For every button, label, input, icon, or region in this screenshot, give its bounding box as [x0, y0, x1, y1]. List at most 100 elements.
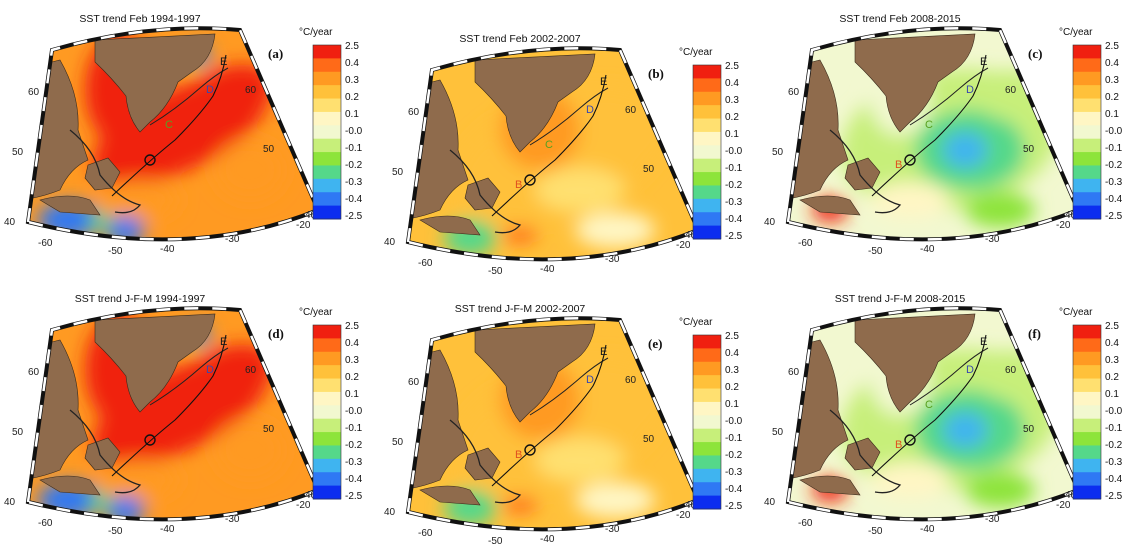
colorbar-segment [1073, 45, 1101, 59]
map-panel-svg: SST trend J-F-M 2008-2015 (f) E D C B 60 50 40 60… [764, 293, 1123, 537]
map-panel-svg: SST trend J-F-M 2002-2007 (e) E D B 60 50 40 60 5… [384, 303, 743, 547]
lat-label-right: 50 [263, 144, 275, 155]
panel-label: (e) [648, 336, 662, 351]
colorbar-segment [1073, 125, 1101, 140]
colorbar-tick-label: -0.0 [725, 416, 743, 427]
bathymetry-contour [529, 357, 609, 416]
sst-field [788, 28, 1078, 240]
lat-label-left: 60 [28, 87, 40, 98]
colorbar-segment [313, 472, 341, 487]
lat-label-left: 40 [4, 497, 16, 508]
sst-anomaly-patch [88, 494, 112, 510]
seamount-contour [524, 444, 536, 456]
colorbar-segment [693, 348, 721, 363]
lon-label: -60 [418, 258, 433, 269]
lon-label: -40 [160, 244, 175, 255]
colorbar-unit-label: °C/year [679, 317, 713, 328]
colorbar-segment [313, 165, 341, 180]
lon-label: -40 [920, 244, 935, 255]
panel-label: (b) [648, 66, 664, 81]
sst-anomaly-patch [100, 180, 180, 220]
section-label-d: D [966, 364, 974, 376]
lon-label: -20 [296, 220, 311, 231]
section-label-c: C [925, 119, 933, 131]
lon-label: -60 [38, 518, 53, 529]
lon-label: -30 [605, 254, 620, 265]
colorbar-tick-label: 0.2 [725, 382, 739, 393]
colorbar-outline [692, 64, 722, 240]
colorbar-tick-label: 0.1 [345, 109, 359, 120]
colorbar-segment [1073, 391, 1101, 406]
lon-label: -50 [108, 246, 123, 257]
colorbar-tick-label: 0.2 [345, 92, 359, 103]
colorbar-tick-label: 2.5 [725, 61, 739, 72]
colorbar-segment [693, 172, 721, 186]
map-panel-4: SST trend J-F-M 1994-1997 (d) D E 60 50 40 60 50… [0, 280, 372, 542]
colorbar-tick-label: 2.5 [1105, 41, 1119, 52]
colorbar-segment [693, 455, 721, 470]
colorbar-segment [1073, 445, 1101, 460]
section-label-b: B [515, 449, 522, 461]
lat-label-left: 60 [788, 87, 800, 98]
panel-label: (c) [1028, 46, 1042, 61]
lon-label: -60 [38, 238, 53, 249]
panel-title: SST trend Feb 2008-2015 [839, 13, 960, 25]
lon-label: -20 [676, 510, 691, 521]
panel-title: SST trend J-F-M 1994-1997 [75, 293, 206, 305]
section-label-e: E [220, 56, 227, 68]
map-panel-3: SST trend Feb 2008-2015 (c) E D C B 60 50 40 60 50… [760, 0, 1132, 262]
lon-label: -50 [868, 526, 883, 537]
lat-label-right: 40 [685, 500, 697, 511]
map-panel-svg: SST trend Feb 1994-1997 (a) D E C 60 50 40 60 50 4… [4, 13, 363, 257]
colorbar-tick-label: -0.3 [345, 457, 363, 468]
sst-anomaly-patch [502, 497, 538, 513]
lon-label: -40 [540, 264, 555, 275]
lon-label: -40 [540, 534, 555, 545]
colorbar-segment [693, 212, 721, 227]
section-label-d: D [586, 104, 594, 116]
colorbar-segment [1073, 365, 1101, 380]
section-line [871, 54, 987, 197]
colorbar-tick-label: 0.2 [725, 112, 739, 123]
colorbar-tick-label: -0.4 [725, 214, 743, 225]
sst-anomaly-patch [215, 140, 285, 200]
colorbar-segment [693, 225, 721, 240]
section-label-e: E [980, 56, 987, 68]
sst-anomaly-patch [943, 132, 987, 168]
colorbar-outline [692, 334, 722, 510]
section-line [491, 344, 607, 487]
map-panel-1: SST trend Feb 1994-1997 (a) D E C 60 50 40 60 50 4… [0, 0, 372, 262]
colorbar-tick-label: 0.3 [725, 95, 739, 106]
colorbar-segment [1073, 338, 1101, 353]
colorbar-tick-label: -0.0 [1105, 406, 1123, 417]
colorbar-tick-label: -0.4 [1105, 474, 1123, 485]
lat-label-right: 50 [643, 434, 655, 445]
colorbar-tick-label: 0.3 [1105, 355, 1119, 366]
section-label-d: D [206, 364, 214, 376]
lon-label: -30 [985, 234, 1000, 245]
colorbar-tick-label: -0.0 [345, 126, 363, 137]
colorbar-segment [1073, 192, 1101, 207]
colorbar-segment [693, 91, 721, 106]
bathymetry-contour [829, 409, 902, 494]
lon-label: -50 [868, 246, 883, 257]
section-label-d: D [586, 374, 594, 386]
sst-field [28, 308, 318, 520]
lat-label-left: 50 [772, 147, 784, 158]
colorbar-outline [1072, 44, 1102, 220]
colorbar-segment [693, 401, 721, 416]
nova-scotia-landmass [799, 195, 861, 216]
colorbar-segment [313, 405, 341, 420]
colorbar-tick-label: 0.4 [1105, 58, 1119, 69]
colorbar-tick-label: -0.4 [345, 194, 363, 205]
colorbar-segment [693, 361, 721, 376]
lat-label-right: 40 [685, 230, 697, 241]
colorbar-tick-label: -0.0 [345, 406, 363, 417]
sst-anomaly-patch [502, 227, 538, 243]
sst-anomaly-patch [186, 64, 274, 126]
map-panel-2: SST trend Feb 2002-2007 (b) E D C B 60 50 40 60 50… [380, 20, 752, 282]
colorbar-segment [1073, 111, 1101, 126]
colorbar-tick-label: 2.5 [345, 321, 359, 332]
lat-label-left: 50 [392, 437, 404, 448]
section-label-b: B [895, 159, 902, 171]
